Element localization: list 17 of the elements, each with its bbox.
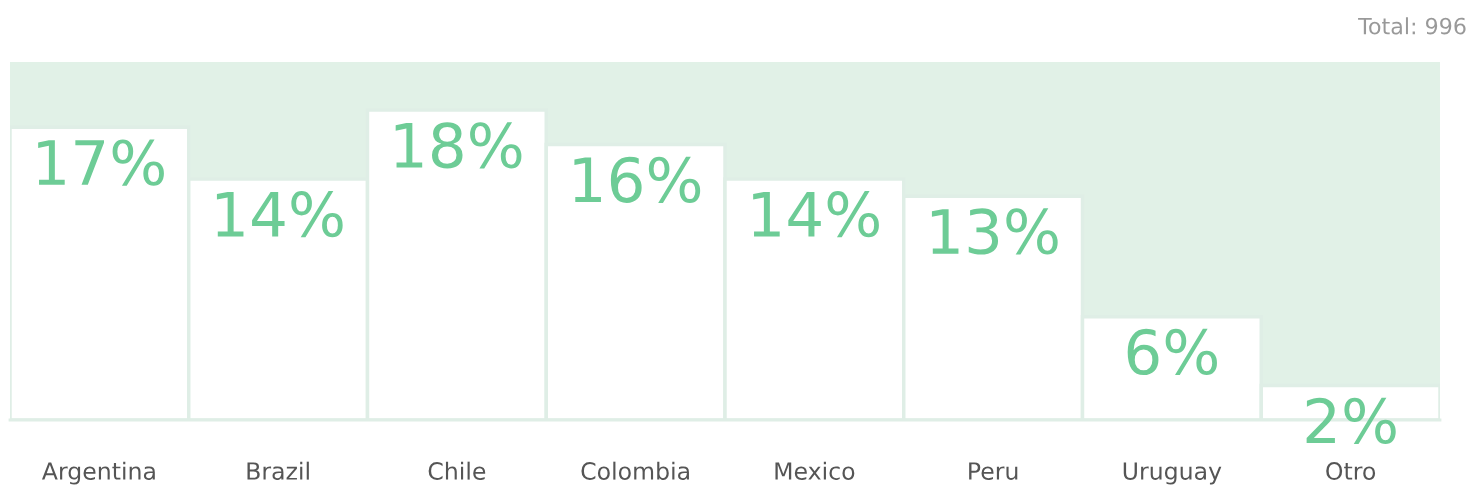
data-label: 14%	[753, 191, 879, 238]
data-label: 13%	[931, 208, 1058, 255]
data-label: 18%	[395, 122, 522, 169]
x-tick-label: Otro	[1326, 462, 1376, 480]
x-tick-label: Peru	[969, 462, 1018, 480]
x-tick-label: Mexico	[775, 461, 855, 480]
data-label: 2%	[1306, 397, 1396, 444]
data-label: 14%	[216, 191, 343, 238]
x-tick-label: Uruguay	[1123, 462, 1222, 485]
text: Total: 996	[1358, 17, 1466, 35]
x-tick-label: Colombia	[581, 461, 689, 480]
data-label: 16%	[574, 156, 701, 203]
x-tick-label: Argentina	[41, 461, 155, 485]
x-tick-label: Chile	[428, 461, 486, 480]
x-tick-label: Brazil	[247, 461, 309, 480]
data-label: 6%	[1127, 328, 1217, 376]
data-label: 17%	[38, 139, 164, 186]
